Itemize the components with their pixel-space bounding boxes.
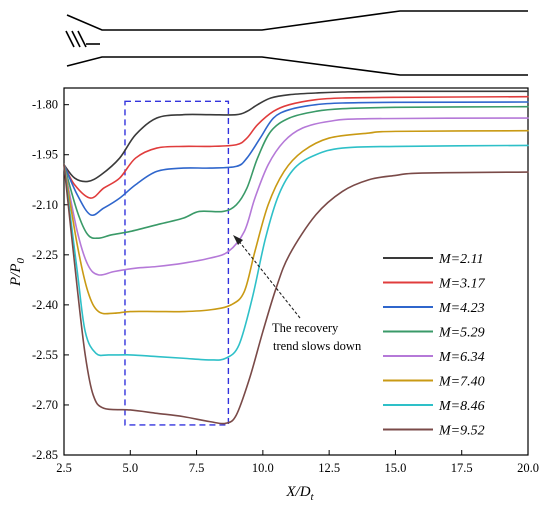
x-tick-label: 7.5 bbox=[189, 461, 205, 475]
legend-label: M=6.34 bbox=[438, 350, 485, 365]
legend-label: M=7.40 bbox=[438, 375, 485, 390]
legend-label: M=2.11 bbox=[438, 252, 484, 267]
series-layer bbox=[63, 90, 529, 425]
y-axis-label-main: P/P bbox=[8, 264, 24, 288]
series-line-4 bbox=[63, 105, 529, 240]
annotation-arrow-head bbox=[233, 235, 243, 245]
highlight-box-layer bbox=[124, 100, 230, 426]
legend-label: M=5.29 bbox=[438, 326, 485, 341]
nozzle-schematic bbox=[65, 10, 528, 76]
x-tick-label: 12.5 bbox=[318, 461, 340, 475]
legend: M=2.11 M=3.17 M=4.23 M=5.29 M=6.34 M=7.40 M=8.… bbox=[383, 252, 486, 439]
y-tick-label: -1.95 bbox=[32, 148, 58, 162]
x-axis-label-main: X/D bbox=[285, 484, 310, 500]
y-tick-label: -2.10 bbox=[32, 198, 58, 212]
x-tick-label: 2.5 bbox=[56, 461, 72, 475]
annotation-line-2: trend slows down bbox=[273, 339, 362, 353]
nozzle-inlet-mark-3 bbox=[77, 30, 87, 48]
y-tick-label: -2.85 bbox=[32, 448, 58, 462]
series-line-6 bbox=[63, 129, 529, 315]
y-tick-label: -1.80 bbox=[32, 98, 58, 112]
y-tick-label: -2.70 bbox=[32, 398, 58, 412]
series-line-7 bbox=[63, 144, 529, 361]
highlight-box bbox=[124, 100, 230, 426]
series-line-1 bbox=[63, 90, 529, 183]
annotation-arrow-line bbox=[237, 239, 301, 319]
nozzle-inlet-mark-1 bbox=[65, 30, 75, 48]
y-tick-label: -2.40 bbox=[32, 298, 58, 312]
y-tick-label: -2.55 bbox=[32, 348, 58, 362]
annotation-line-1: The recovery bbox=[272, 321, 339, 335]
legend-label: M=3.17 bbox=[438, 277, 486, 292]
series-line-5 bbox=[63, 117, 529, 276]
legend-label: M=9.52 bbox=[438, 424, 485, 439]
series-line-8 bbox=[63, 163, 529, 425]
x-axis-label: X/Dt bbox=[285, 484, 314, 503]
x-tick-label: 15.0 bbox=[384, 461, 406, 475]
nozzle-upper-contour bbox=[66, 10, 528, 31]
nozzle-inlet-mark-2 bbox=[71, 30, 81, 48]
legend-label: M=4.23 bbox=[438, 301, 485, 316]
nozzle-lower-contour bbox=[66, 56, 528, 76]
x-tick-label: 17.5 bbox=[451, 461, 473, 475]
y-axis-label-sub: 0 bbox=[15, 258, 27, 264]
y-axis-label: P/P0 bbox=[8, 258, 27, 288]
x-tick-label: 10.0 bbox=[252, 461, 274, 475]
x-tick-label: 20.0 bbox=[517, 461, 539, 475]
series-line-3 bbox=[63, 101, 529, 217]
y-tick-label: -2.25 bbox=[32, 248, 58, 262]
axis-ticks: 2.5 5.0 7.5 10.0 12.5 15.0 17.5 20.0 -1.80 -1.95 -… bbox=[32, 98, 539, 475]
series-line-2 bbox=[63, 95, 529, 199]
legend-label: M=8.46 bbox=[438, 399, 485, 414]
plot-frame bbox=[63, 87, 529, 456]
x-axis-label-sub: t bbox=[311, 491, 315, 503]
x-tick-label: 5.0 bbox=[122, 461, 138, 475]
annotation: The recovery trend slows down bbox=[233, 235, 362, 353]
